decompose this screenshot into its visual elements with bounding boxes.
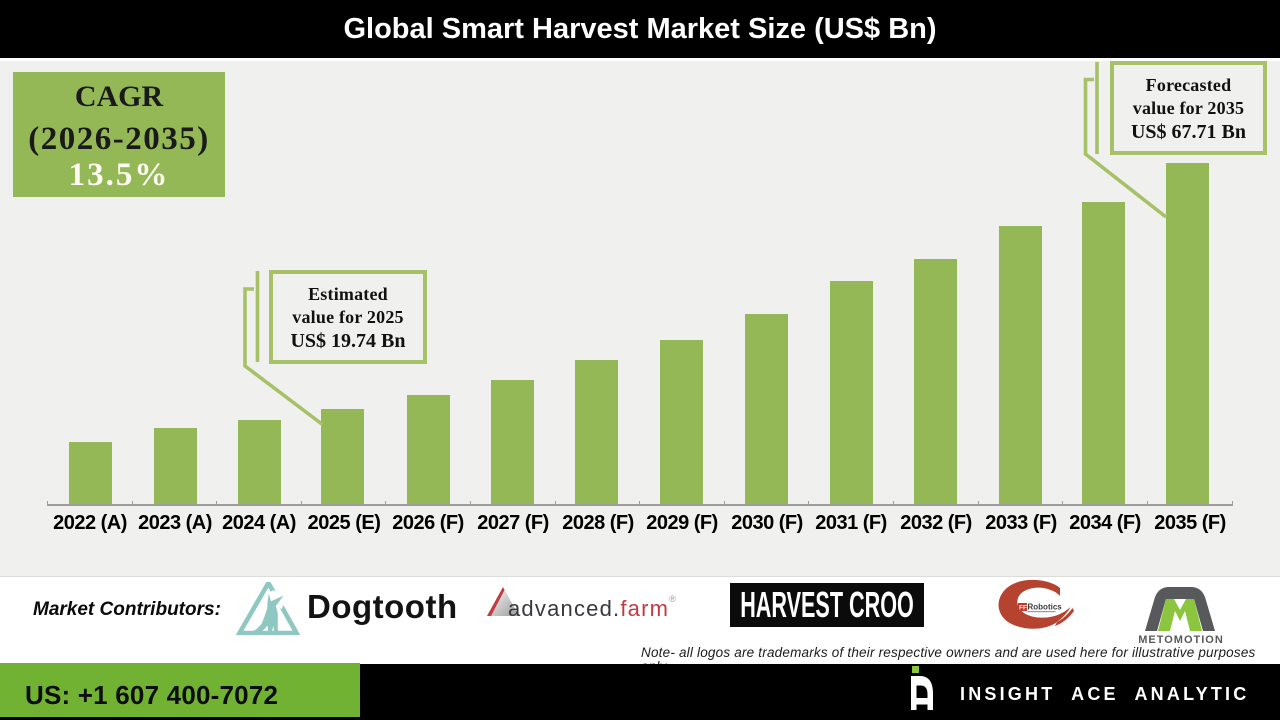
svg-text:Robotics: Robotics: [1028, 603, 1063, 612]
svg-text:FF: FF: [1019, 605, 1027, 612]
